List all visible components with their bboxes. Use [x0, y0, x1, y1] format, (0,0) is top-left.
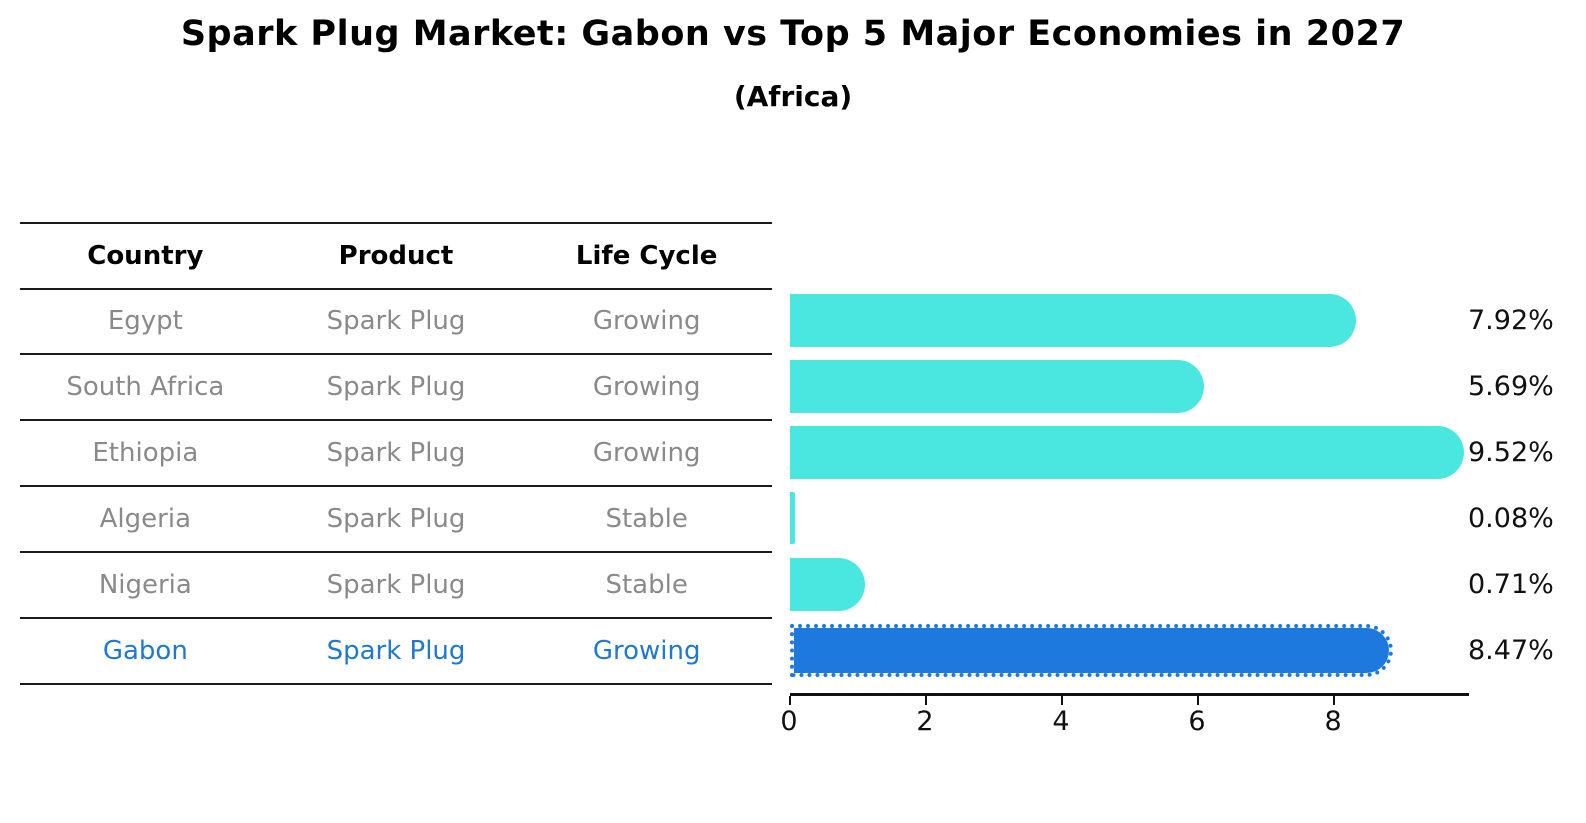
x-tick-mark — [1333, 696, 1336, 705]
country-cell: South Africa — [66, 372, 225, 403]
value-label-south-africa: 5.69% — [1468, 371, 1554, 403]
country-cell: Algeria — [99, 503, 191, 534]
product-cell: Spark Plug — [326, 503, 466, 534]
bar-gabon — [790, 623, 1393, 677]
life-cycle-cell: Growing — [592, 438, 701, 469]
bar-row-nigeria — [790, 551, 1468, 617]
bar-ethiopia — [790, 426, 1465, 480]
product-cell: Spark Plug — [326, 306, 466, 337]
column-header-life-cycle: Life Cycle — [575, 240, 718, 271]
table-row-ethiopia: Ethiopia Spark Plug Growing — [20, 421, 772, 488]
country-cell: Egypt — [107, 306, 183, 337]
country-cell: Ethiopia — [92, 438, 199, 469]
x-tick-label: 8 — [1324, 706, 1342, 737]
life-cycle-cell: Stable — [605, 569, 688, 600]
table-row-egypt: Egypt Spark Plug Growing — [20, 290, 772, 356]
chart-subtitle: (Africa) — [733, 80, 853, 113]
table-header-row: Country Product Life Cycle — [20, 224, 772, 290]
x-tick-mark — [1061, 696, 1064, 705]
column-header-product: Product — [338, 240, 454, 271]
product-cell: Spark Plug — [326, 569, 466, 600]
bar-algeria — [790, 492, 796, 545]
x-tick-mark — [789, 696, 791, 705]
value-labels: 7.92% 5.69% 9.52% 0.08% 0.71% 8.47% — [1468, 288, 1586, 683]
table-row-algeria: Algeria Spark Plug Stable — [20, 487, 772, 553]
product-cell: Spark Plug — [326, 438, 466, 469]
column-header-country: Country — [87, 240, 204, 271]
bar-egypt — [790, 294, 1356, 348]
x-tick-mark — [1197, 696, 1200, 705]
chart-title: Spark Plug Market: Gabon vs Top 5 Major … — [180, 14, 1406, 54]
x-tick-label: 2 — [916, 706, 934, 737]
bar-south-africa — [790, 360, 1204, 414]
bar-row-algeria — [790, 485, 1468, 551]
product-cell: Spark Plug — [326, 635, 466, 666]
life-cycle-cell: Growing — [592, 372, 701, 403]
country-cell: Gabon — [102, 635, 188, 666]
x-axis-line — [790, 693, 1469, 696]
bar-plot-area — [790, 288, 1468, 683]
value-label-nigeria: 0.71% — [1468, 568, 1554, 600]
life-cycle-cell: Stable — [605, 503, 688, 534]
table-row-nigeria: Nigeria Spark Plug Stable — [20, 553, 772, 619]
bar-row-ethiopia — [790, 420, 1468, 486]
product-cell: Spark Plug — [326, 372, 466, 403]
life-cycle-cell: Growing — [592, 306, 701, 337]
x-tick-mark — [925, 696, 927, 705]
bar-nigeria — [790, 557, 866, 611]
table-row-gabon: Gabon Spark Plug Growing — [20, 619, 772, 685]
x-tick-label: 6 — [1188, 706, 1206, 737]
x-tick-label: 4 — [1052, 706, 1070, 737]
life-cycle-cell: Growing — [592, 635, 701, 666]
bar-row-gabon — [790, 617, 1468, 683]
country-cell: Nigeria — [98, 569, 192, 600]
value-label-gabon: 8.47% — [1468, 634, 1554, 666]
country-table: Country Product Life Cycle Egypt Spark P… — [20, 222, 772, 685]
x-tick-label: 0 — [780, 706, 798, 737]
value-label-algeria: 0.08% — [1468, 502, 1554, 534]
bar-row-south-africa — [790, 354, 1468, 420]
bar-row-egypt — [790, 288, 1468, 354]
value-label-ethiopia: 9.52% — [1468, 437, 1554, 469]
table-row-south-africa: South Africa Spark Plug Growing — [20, 355, 772, 422]
value-label-egypt: 7.92% — [1468, 305, 1554, 337]
